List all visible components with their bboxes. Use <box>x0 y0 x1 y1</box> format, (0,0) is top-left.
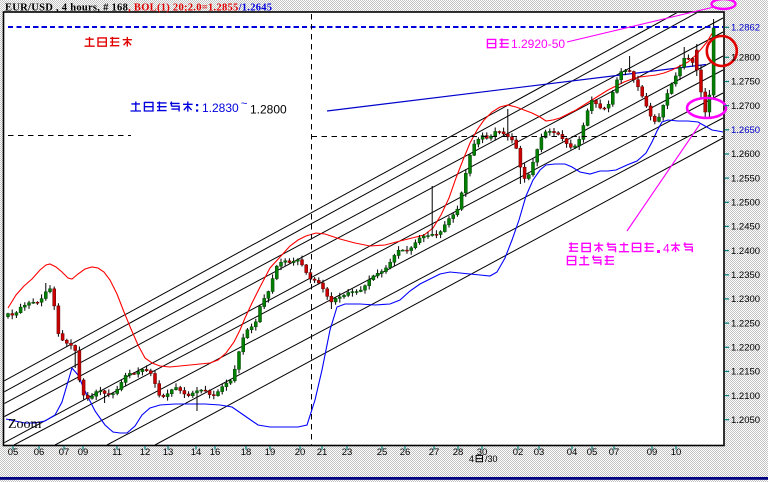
svg-text:1.2400: 1.2400 <box>731 246 760 257</box>
svg-text:28: 28 <box>453 447 464 458</box>
svg-text:25: 25 <box>377 447 388 458</box>
svg-text:4: 4 <box>469 454 474 464</box>
svg-text:1.2050: 1.2050 <box>731 415 760 426</box>
svg-text:1.2600: 1.2600 <box>731 149 760 160</box>
svg-text:1.2550: 1.2550 <box>731 173 760 184</box>
svg-text:27: 27 <box>429 447 440 458</box>
svg-text:06: 06 <box>34 447 45 458</box>
svg-text:23: 23 <box>342 447 353 458</box>
svg-text:1.2650: 1.2650 <box>731 125 760 136</box>
svg-text:09: 09 <box>78 447 89 458</box>
svg-text:1.2700: 1.2700 <box>731 101 760 112</box>
svg-text:26: 26 <box>400 447 411 458</box>
svg-text:20: 20 <box>295 447 306 458</box>
svg-text:10: 10 <box>671 447 682 458</box>
svg-text:19: 19 <box>265 447 276 458</box>
svg-text:1.2250: 1.2250 <box>731 318 760 329</box>
svg-text:EUR/USD , 4 hours, # 168, BOL(: EUR/USD , 4 hours, # 168, BOL(1) 20;2.0=… <box>5 3 272 14</box>
svg-text:16: 16 <box>210 447 221 458</box>
svg-text:05: 05 <box>8 447 19 458</box>
svg-text:07: 07 <box>59 447 70 458</box>
svg-text:1.2800: 1.2800 <box>250 103 287 117</box>
svg-text:~: ~ <box>241 98 247 110</box>
svg-text:09: 09 <box>647 447 658 458</box>
svg-text:12: 12 <box>140 447 151 458</box>
svg-text:1.2500: 1.2500 <box>731 198 760 209</box>
svg-text:1.2830: 1.2830 <box>202 101 239 115</box>
svg-text:1.2100: 1.2100 <box>731 391 760 402</box>
svg-text:1.2300: 1.2300 <box>731 294 760 305</box>
svg-text:07: 07 <box>609 447 620 458</box>
svg-text:1.2800: 1.2800 <box>731 53 760 64</box>
svg-text:1.2150: 1.2150 <box>731 367 760 378</box>
svg-text:14: 14 <box>191 447 202 458</box>
svg-text:4: 4 <box>663 242 670 256</box>
svg-text:21: 21 <box>317 447 328 458</box>
svg-text:13: 13 <box>163 447 174 458</box>
svg-text:1.2862: 1.2862 <box>731 23 760 34</box>
svg-text:04: 04 <box>567 447 578 458</box>
svg-text:1.2200: 1.2200 <box>731 343 760 354</box>
svg-text:30: 30 <box>477 447 488 458</box>
svg-text:/30: /30 <box>485 454 498 464</box>
svg-text:1.2350: 1.2350 <box>731 270 760 281</box>
svg-text:11: 11 <box>112 447 122 458</box>
svg-text:1.2450: 1.2450 <box>731 222 760 233</box>
svg-text:02: 02 <box>513 447 524 458</box>
svg-text:1.2750: 1.2750 <box>731 77 760 88</box>
svg-text:Zoom: Zoom <box>8 417 42 432</box>
svg-text:05: 05 <box>587 447 598 458</box>
svg-text:1.2920-50: 1.2920-50 <box>511 37 565 51</box>
svg-text:03: 03 <box>534 447 545 458</box>
svg-text:18: 18 <box>241 447 252 458</box>
